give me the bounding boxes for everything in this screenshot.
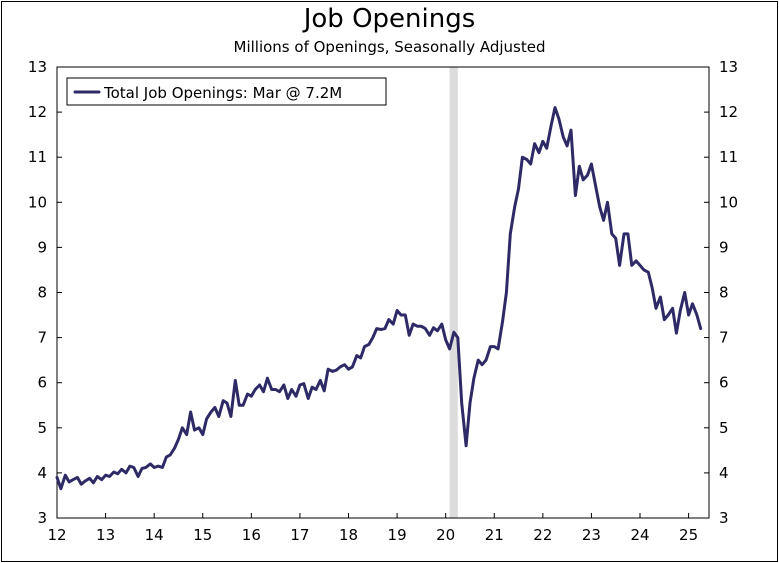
plot-area-border xyxy=(56,66,710,519)
y-tick-label-left: 4 xyxy=(37,464,47,482)
y-tick-label-right: 3 xyxy=(719,509,729,527)
x-tick-label: 23 xyxy=(582,526,601,544)
chart-subtitle: Millions of Openings, Seasonally Adjuste… xyxy=(233,38,546,56)
y-tick-label-right: 4 xyxy=(719,464,729,482)
x-tick-label: 25 xyxy=(679,526,698,544)
y-tick-label-left: 8 xyxy=(37,284,47,302)
y-tick-label-left: 10 xyxy=(28,193,47,211)
x-tick-label: 15 xyxy=(193,526,212,544)
chart-title: Job Openings xyxy=(303,4,476,34)
y-tick-label-right: 8 xyxy=(719,284,729,302)
x-tick-label: 13 xyxy=(96,526,115,544)
y-tick-label-right: 10 xyxy=(719,193,738,211)
y-tick-label-left: 13 xyxy=(28,58,47,76)
y-tick-label-left: 3 xyxy=(37,509,47,527)
y-tick-label-left: 7 xyxy=(37,329,47,347)
y-tick-label-left: 6 xyxy=(37,374,47,392)
x-tick-label: 24 xyxy=(630,526,649,544)
x-tick-label: 18 xyxy=(339,526,358,544)
y-tick-label-right: 9 xyxy=(719,238,729,256)
y-tick-label-right: 7 xyxy=(719,329,729,347)
y-tick-label-right: 11 xyxy=(719,148,738,166)
y-tick-label-left: 5 xyxy=(37,419,47,437)
y-tick-label-left: 9 xyxy=(37,238,47,256)
legend-label: Total Job Openings: Mar @ 7.2M xyxy=(103,84,342,102)
legend-box xyxy=(66,77,387,106)
x-tick-label: 21 xyxy=(485,526,504,544)
y-tick-label-right: 13 xyxy=(719,58,738,76)
y-tick-label-right: 5 xyxy=(719,419,729,437)
x-tick-label: 22 xyxy=(533,526,552,544)
x-tick-label: 17 xyxy=(290,526,309,544)
y-tick-label-right: 6 xyxy=(719,374,729,392)
x-tick-label: 12 xyxy=(47,526,66,544)
y-tick-label-left: 12 xyxy=(28,103,47,121)
x-tick-label: 14 xyxy=(145,526,164,544)
recession-shading xyxy=(449,67,458,518)
x-tick-label: 19 xyxy=(388,526,407,544)
x-tick-label: 20 xyxy=(436,526,455,544)
series-line-total-job-openings xyxy=(55,106,703,491)
y-tick-label-left: 11 xyxy=(28,148,47,166)
x-tick-label: 16 xyxy=(242,526,261,544)
y-tick-label-right: 12 xyxy=(719,103,738,121)
